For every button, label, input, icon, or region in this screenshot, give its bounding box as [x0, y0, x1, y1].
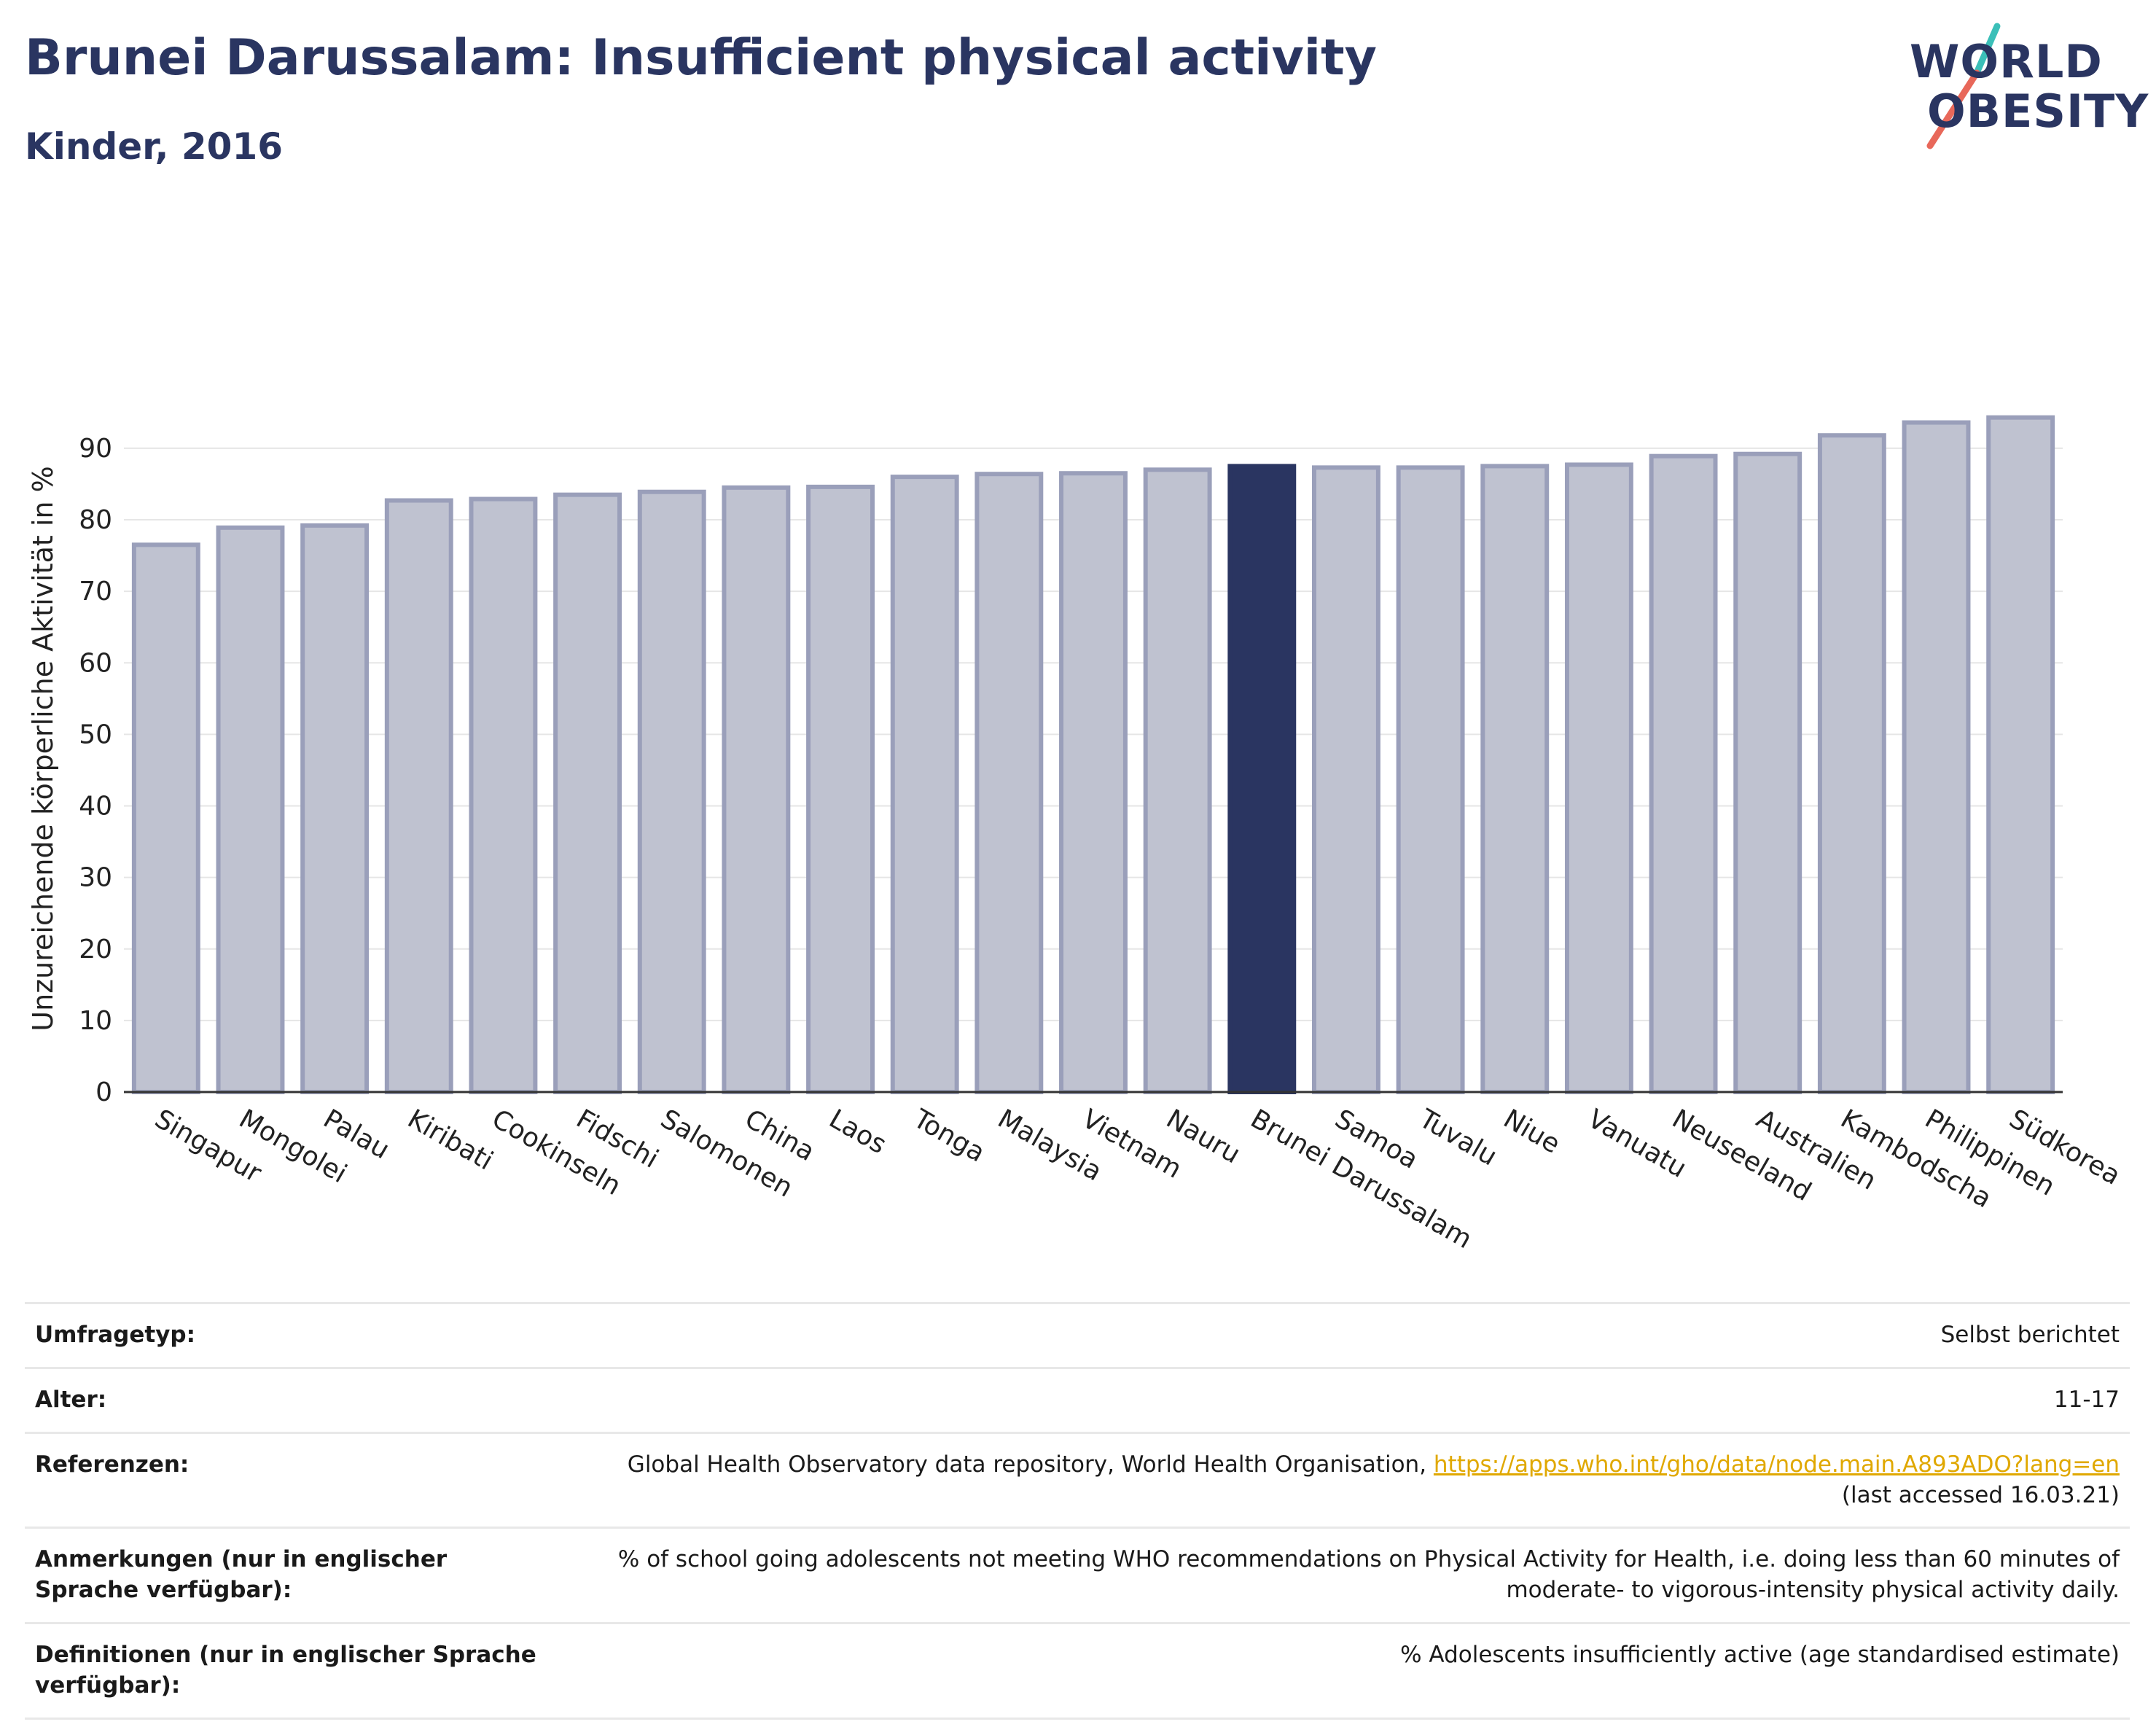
bar [1986, 415, 2055, 1094]
bar [1817, 433, 1886, 1094]
bar [975, 472, 1044, 1094]
chart-subtitle: Kinder, 2016 [25, 125, 284, 168]
bar [1312, 465, 1380, 1094]
references-value: Global Health Observatory data repositor… [555, 1432, 2130, 1528]
y-tick-label: 10 [79, 1006, 112, 1036]
bar [1649, 453, 1718, 1094]
y-tick-label: 60 [79, 648, 112, 678]
definitions-value: % Adolescents insufficiently active (age… [1400, 1642, 2120, 1669]
y-tick-label: 20 [79, 935, 112, 964]
info-row-notes: Anmerkungen (nur in englischer Sprache v… [25, 1527, 2130, 1623]
bar [1733, 451, 1802, 1095]
bar [1059, 471, 1128, 1094]
notes-label: Anmerkungen (nur in englischer Sprache v… [35, 1546, 448, 1604]
bar [300, 523, 370, 1095]
bar [806, 484, 875, 1094]
bar [722, 485, 791, 1094]
x-tick-label: Niue [1499, 1104, 1565, 1159]
y-tick-label: 30 [79, 863, 112, 893]
y-tick-label: 0 [95, 1077, 112, 1107]
logo-line-1: WORLD [1910, 35, 2103, 88]
x-tick-label: Laos [824, 1104, 891, 1160]
bar [1902, 420, 1971, 1094]
info-row-survey: Umfragetyp: Selbst berichtet [25, 1303, 2130, 1368]
references-accessed: (last accessed 16.03.21) [1841, 1481, 2120, 1508]
info-row-definitions: Definitionen (nur in englischer Sprache … [25, 1623, 2130, 1719]
survey-type-value: Selbst berichtet [1940, 1322, 2120, 1348]
logo-slash-icon [1926, 23, 2001, 149]
x-tick-label: Tonga [907, 1104, 990, 1169]
bar-highlighted [1227, 464, 1297, 1094]
y-tick-label: 70 [79, 577, 112, 607]
y-tick-label: 80 [79, 505, 112, 535]
bar [553, 492, 622, 1094]
references-label: Referenzen: [35, 1451, 190, 1478]
world-obesity-logo: WORLD OBESITY [1895, 22, 2148, 160]
bar [469, 496, 538, 1094]
survey-type-label: Umfragetyp: [35, 1322, 195, 1348]
chart-title: Brunei Darussalam: Insufficient physical… [25, 29, 1377, 87]
info-table: Umfragetyp: Selbst berichtet Alter: 11-1… [25, 1302, 2130, 1720]
info-row-age: Alter: 11-17 [25, 1368, 2130, 1432]
info-row-references: Referenzen: Global Health Observatory da… [25, 1432, 2130, 1528]
y-tick-label: 50 [79, 720, 112, 749]
definitions-label: Definitionen (nur in englischer Sprache … [35, 1642, 536, 1699]
bar [1396, 465, 1465, 1094]
y-tick-label: 40 [79, 792, 112, 822]
bar [890, 475, 959, 1094]
y-tick-label: 90 [79, 434, 112, 464]
age-value: 11-17 [2053, 1386, 2120, 1413]
bar [384, 498, 453, 1095]
bar [1143, 467, 1212, 1094]
bar [637, 489, 706, 1094]
bar [131, 542, 200, 1094]
bar [1480, 464, 1550, 1094]
x-tick-label: Kiribati [402, 1104, 498, 1176]
age-label: Alter: [35, 1386, 107, 1413]
bar [216, 525, 285, 1094]
bar-chart: 0 10 20 30 40 50 60 70 80 90 SingapurMongoleiPala… [27, 415, 2125, 1255]
logo-line-2: OBESITY [1927, 85, 2149, 138]
bars [131, 415, 2055, 1095]
y-tick-labels: 0 10 20 30 40 50 60 70 80 90 [79, 434, 112, 1107]
x-tick-label: Tuvalu [1413, 1104, 1501, 1172]
notes-value: % of school going adolescents not meetin… [617, 1546, 2120, 1604]
references-text: Global Health Observatory data repositor… [627, 1451, 1434, 1478]
references-link[interactable]: https://apps.who.int/gho/data/node.main.… [1433, 1451, 2120, 1478]
y-axis-label: Unzureichende körperliche Aktivität in % [27, 466, 59, 1031]
bar [1564, 462, 1633, 1095]
